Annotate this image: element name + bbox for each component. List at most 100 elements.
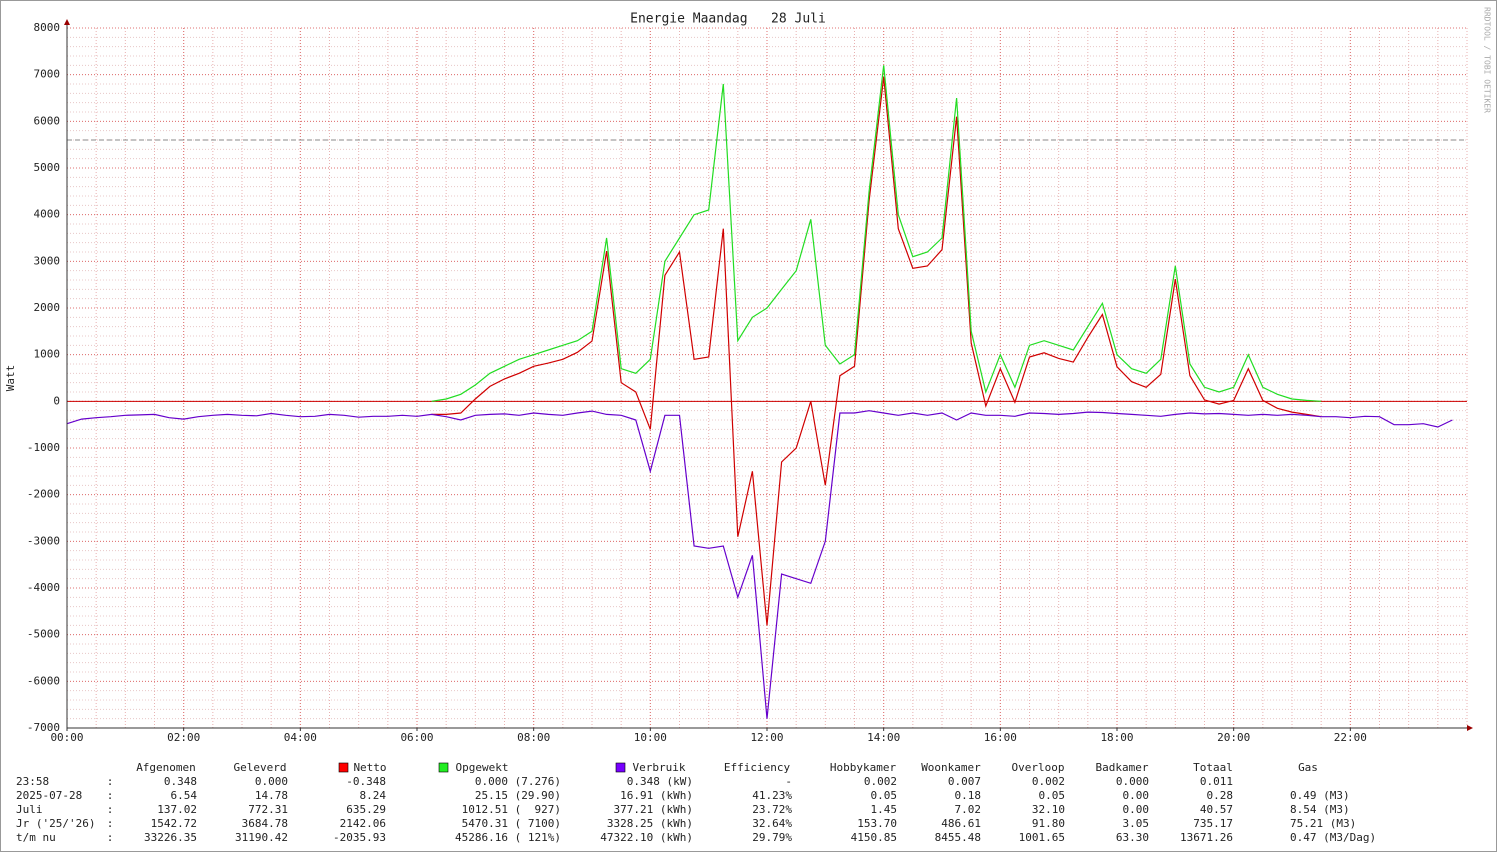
column-header: Overloop (1012, 761, 1065, 774)
table-cell: 75.21 (M3) (1290, 817, 1356, 830)
table-cell: : (107, 831, 114, 844)
table-cell: 772.31 (248, 803, 288, 816)
table-cell: t/m nu (16, 831, 56, 844)
y-tick-label: 4000 (34, 208, 61, 221)
table-cell: 137.02 (157, 803, 197, 816)
plot-area (67, 28, 1467, 728)
column-header: Woonkamer (921, 761, 981, 774)
table-cell: 1001.65 (1019, 831, 1065, 844)
y-tick-label: 0 (53, 394, 60, 407)
y-tick-label: 1000 (34, 348, 61, 361)
table-cell: 31190.42 (235, 831, 288, 844)
table-cell: 47322.10 (kWh) (600, 831, 693, 844)
table-cell: 1542.72 (151, 817, 197, 830)
table-cell: 3328.25 (kWh) (607, 817, 693, 830)
table-cell: : (107, 775, 114, 788)
table-cell: - (785, 775, 792, 788)
table-cell: 2025-07-28 (16, 789, 82, 802)
y-tick-label: 3000 (34, 254, 61, 267)
table-cell: 0.000 (255, 775, 288, 788)
table-cell: 8.54 (M3) (1290, 803, 1350, 816)
table-cell: 45286.16 ( 121%) (455, 831, 561, 844)
table-cell: 40.57 (1200, 803, 1233, 816)
x-tick-label: 18:00 (1100, 731, 1133, 744)
table-cell: 16.91 (kWh) (620, 789, 693, 802)
x-tick-label: 16:00 (984, 731, 1017, 744)
x-tick-label: 04:00 (284, 731, 317, 744)
column-header: Gas (1298, 761, 1318, 774)
y-tick-label: 2000 (34, 301, 61, 314)
table-cell: 91.80 (1032, 817, 1065, 830)
table-cell: 41.23% (752, 789, 792, 802)
table-cell: 0.002 (1032, 775, 1065, 788)
legend-swatch (338, 762, 349, 773)
table-cell: : (107, 803, 114, 816)
chart-title: Energie Maandag 28 Juli (630, 12, 826, 27)
table-cell: -2035.93 (333, 831, 386, 844)
table-cell: 486.61 (941, 817, 981, 830)
y-tick-label: -5000 (27, 628, 60, 641)
column-header: Badkamer (1096, 761, 1149, 774)
y-tick-label: -4000 (27, 581, 60, 594)
x-tick-label: 08:00 (517, 731, 550, 744)
table-cell: 0.348 (164, 775, 197, 788)
table-cell: 0.011 (1200, 775, 1233, 788)
column-header: Totaal (1193, 761, 1233, 774)
table-cell: 0.00 (1123, 789, 1150, 802)
table-cell: Jr ('25/'26) (16, 817, 95, 830)
legend-label: Netto (353, 761, 386, 774)
column-header: Efficiency (724, 761, 791, 774)
legend-label: Opgewekt (456, 761, 509, 774)
table-cell: 735.17 (1193, 817, 1233, 830)
table-cell: 3.05 (1123, 817, 1150, 830)
legend-swatch (438, 762, 449, 773)
legend-swatch (615, 762, 626, 773)
table-cell: 0.000 (1116, 775, 1149, 788)
table-cell: Juli (16, 803, 43, 816)
table-cell: 0.002 (864, 775, 897, 788)
series-line (66, 410, 1453, 719)
table-cell: 0.007 (948, 775, 981, 788)
table-cell: 29.79% (752, 831, 792, 844)
stats-table: Afgenomen Geleverd Netto Opgewekt Verbruik Ef… (16, 761, 1376, 844)
table-cell: 1.45 (871, 803, 898, 816)
series-line (431, 65, 1322, 402)
table-cell: 7.02 (955, 803, 982, 816)
table-cell: : (107, 789, 114, 802)
table-cell: -0.348 (346, 775, 386, 788)
table-cell: 8.24 (360, 789, 387, 802)
table-cell: 5470.31 ( 7100) (462, 817, 561, 830)
table-cell: 25.15 (29.90) (475, 789, 561, 802)
y-tick-label: 6000 (34, 114, 61, 127)
x-tick-label: 20:00 (1217, 731, 1250, 744)
x-tick-label: 12:00 (750, 731, 783, 744)
x-arrow (1467, 725, 1473, 731)
x-tick-label: 02:00 (167, 731, 200, 744)
table-cell: 0.348 (kW) (627, 775, 693, 788)
table-cell: 6.54 (171, 789, 198, 802)
column-header: Afgenomen (136, 761, 196, 774)
table-cell: 0.00 (1123, 803, 1150, 816)
table-cell: 4150.85 (851, 831, 897, 844)
table-cell: 377.21 (kWh) (614, 803, 693, 816)
table-cell: 1012.51 ( 927) (462, 803, 561, 816)
table-cell: 23:58 (16, 775, 49, 788)
table-cell: 0.05 (1039, 789, 1066, 802)
table-cell: 23.72% (752, 803, 792, 816)
y-tick-label: -3000 (27, 534, 60, 547)
table-cell: 0.28 (1207, 789, 1234, 802)
series-line (431, 76, 1322, 626)
x-tick-label: 22:00 (1334, 731, 1367, 744)
watermark: RRDTOOL / TOBI OETIKER (1483, 7, 1492, 113)
table-cell: 0.47 (M3/Dag) (1290, 831, 1376, 844)
column-header: Hobbykamer (830, 761, 897, 774)
table-cell: 0.05 (871, 789, 898, 802)
table-cell: 13671.26 (1180, 831, 1233, 844)
marks (66, 65, 1467, 719)
y-tick-label: 5000 (34, 161, 61, 174)
table-cell: : (107, 817, 114, 830)
table-cell: 32.64% (752, 817, 792, 830)
table-cell: 0.49 (M3) (1290, 789, 1350, 802)
